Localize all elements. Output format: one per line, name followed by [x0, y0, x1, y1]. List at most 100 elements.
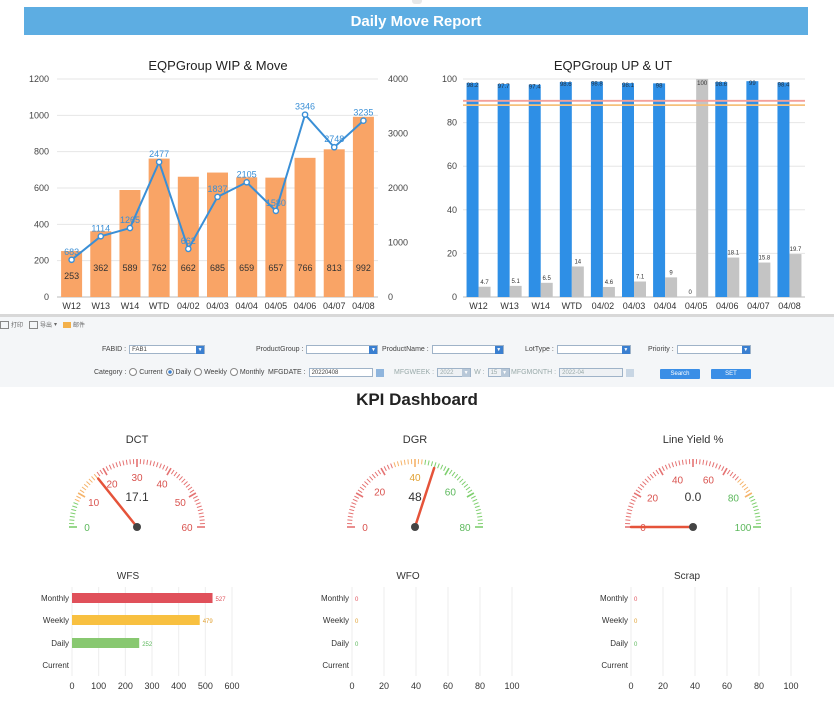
gauge-tick-label: 20 [647, 494, 659, 505]
gauge-tick [461, 481, 466, 486]
x-tick-label: 04/05 [685, 301, 708, 311]
chevron-down-icon: ▼ [462, 369, 471, 377]
up-bar [528, 84, 541, 297]
x-tick-label: W14 [531, 301, 550, 311]
gauge-tick [108, 464, 112, 470]
gauge-tick [122, 460, 125, 466]
calendar-icon[interactable] [626, 368, 635, 377]
move-point-label: 2105 [237, 169, 257, 179]
wip-bar [207, 172, 228, 297]
gauge-tick [183, 481, 188, 486]
wip-bar [90, 231, 112, 297]
up-bar [777, 82, 790, 297]
bar [72, 615, 200, 625]
up-bar [590, 81, 603, 297]
up-bar-label: 98.8 [591, 82, 603, 88]
gauge-tick [466, 492, 475, 498]
gauge-tick [754, 512, 760, 515]
mfgmonth-filter: MFGMONTH : 2022-04 [511, 368, 635, 377]
gauge-tick [72, 505, 78, 509]
bar-value-label: 0 [355, 597, 359, 603]
y-tick-label: 40 [447, 205, 457, 215]
x-tick-label: 04/03 [206, 301, 229, 311]
gauge-tick [739, 481, 744, 486]
gauge-tick-label: 40 [409, 473, 421, 484]
gauge-tick [166, 467, 172, 476]
x-tick-label: 300 [144, 681, 159, 691]
category-monthly-radio[interactable]: Monthly [229, 368, 264, 376]
priority-select[interactable]: ▼ [676, 345, 751, 354]
product-name-label: ProductName : [382, 346, 429, 353]
calendar-icon[interactable] [375, 368, 384, 377]
y-tick-label: 60 [447, 161, 457, 171]
radio-icon [129, 368, 138, 376]
gauge-tick [73, 502, 79, 505]
gauge-tick [188, 492, 197, 498]
gauge-tick [726, 469, 731, 475]
mfgmonth-input[interactable]: 2022-04 [559, 368, 624, 377]
gauge-tick [93, 473, 98, 479]
search-button[interactable]: Search [660, 369, 700, 379]
gauge-tick [454, 473, 459, 479]
wip-bar [236, 177, 258, 297]
gauge-tick [699, 459, 701, 465]
fab-value: FAB1 [132, 347, 147, 353]
fab-label: FABID : [102, 346, 127, 353]
wip-bar [61, 251, 83, 297]
move-point [126, 224, 134, 232]
week-value: 15 [490, 370, 498, 376]
category-weekly-radio[interactable]: Weekly [194, 368, 227, 376]
gauge-tick [708, 461, 712, 467]
gauge-tick [91, 476, 96, 481]
gauge-tick [143, 459, 145, 465]
gauge-tick [444, 467, 450, 476]
gauge-tick [71, 508, 77, 512]
gauge-tick [374, 471, 379, 477]
gauge-tick [176, 473, 181, 479]
gauge-tick [427, 460, 430, 466]
move-point-label: 1114 [91, 223, 110, 233]
gauge-tick [195, 502, 201, 505]
category-current-radio[interactable]: Current [129, 368, 163, 376]
gauge-tick [390, 463, 393, 469]
category-daily-radio[interactable]: Daily [165, 368, 192, 376]
move-point-label: 3235 [353, 108, 373, 118]
ut-bar [696, 79, 709, 297]
category-daily-label: Daily [175, 368, 192, 376]
product-group-select[interactable]: ▼ [306, 345, 379, 354]
radio-icon [229, 368, 238, 376]
gauge-tick [475, 508, 481, 512]
mail-button[interactable]: 邮件 [63, 320, 85, 329]
gauge-hub [411, 523, 419, 531]
gauge-tick [112, 463, 115, 469]
gauge-tick [715, 463, 718, 469]
set-button[interactable]: SET [711, 369, 751, 379]
x-tick-label: W14 [121, 301, 140, 311]
x-tick-label: 40 [411, 681, 421, 691]
product-name-select[interactable]: ▼ [431, 345, 504, 354]
fab-select[interactable]: FAB1 ▼ [129, 345, 206, 354]
filter-toolbar: 打印 导出 ▾ 邮件 FABID : FAB1 ▼ ProductGroup : ▼… [0, 317, 834, 387]
export-button[interactable]: 导出 ▾ [29, 320, 57, 329]
gauge-tick [348, 512, 354, 515]
gauge-tick [152, 461, 156, 467]
wip-bar [177, 176, 199, 297]
x-tick-label: 04/08 [778, 301, 801, 311]
lot-type-select[interactable]: ▼ [556, 345, 631, 354]
move-point-label: 2477 [149, 149, 169, 159]
ut-bar-label: 5.1 [511, 279, 520, 285]
ut-bar [727, 257, 740, 297]
move-point-label: 683 [64, 247, 79, 257]
y-left-tick-label: 1200 [29, 74, 49, 84]
lot-type-label: LotType : [525, 346, 554, 353]
mfgdate-input[interactable]: 20220408 [308, 368, 373, 377]
gauge-tick [81, 486, 87, 491]
x-tick-label: 04/07 [747, 301, 770, 311]
x-tick-label: 04/03 [623, 301, 646, 311]
gauge-tick [118, 461, 122, 467]
mfgweek-year-select[interactable]: 2022 ▼ [437, 368, 472, 377]
gauge-tick [678, 460, 681, 466]
print-button[interactable]: 打印 [0, 320, 23, 329]
move-point [155, 158, 163, 166]
week-select[interactable]: 15 ▼ [487, 368, 510, 377]
